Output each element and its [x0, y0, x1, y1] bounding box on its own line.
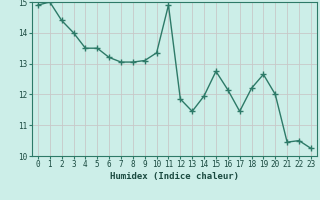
X-axis label: Humidex (Indice chaleur): Humidex (Indice chaleur) [110, 172, 239, 181]
